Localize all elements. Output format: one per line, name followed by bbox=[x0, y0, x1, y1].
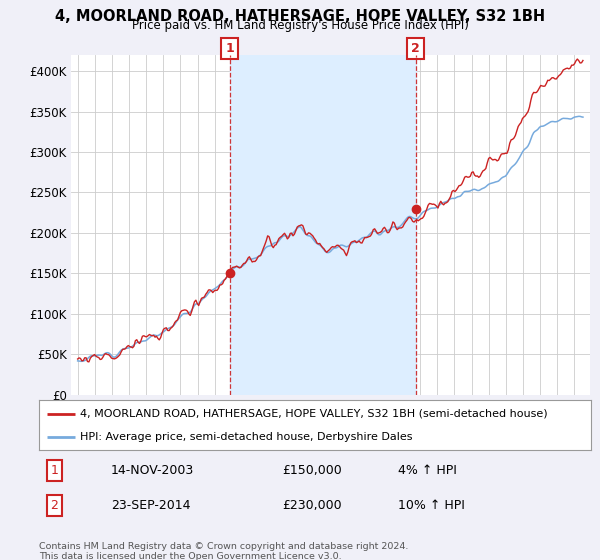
Text: Price paid vs. HM Land Registry's House Price Index (HPI): Price paid vs. HM Land Registry's House … bbox=[131, 19, 469, 32]
Text: 2: 2 bbox=[50, 499, 58, 512]
Text: 10% ↑ HPI: 10% ↑ HPI bbox=[398, 499, 464, 512]
Text: 14-NOV-2003: 14-NOV-2003 bbox=[111, 464, 194, 477]
Bar bbox=[230, 55, 416, 395]
Text: 4, MOORLAND ROAD, HATHERSAGE, HOPE VALLEY, S32 1BH (semi-detached house): 4, MOORLAND ROAD, HATHERSAGE, HOPE VALLE… bbox=[80, 409, 548, 419]
Text: 2: 2 bbox=[411, 42, 420, 55]
Text: £230,000: £230,000 bbox=[282, 499, 341, 512]
Text: 1: 1 bbox=[50, 464, 58, 477]
Text: Contains HM Land Registry data © Crown copyright and database right 2024.
This d: Contains HM Land Registry data © Crown c… bbox=[39, 542, 409, 560]
Text: 23-SEP-2014: 23-SEP-2014 bbox=[111, 499, 190, 512]
Text: HPI: Average price, semi-detached house, Derbyshire Dales: HPI: Average price, semi-detached house,… bbox=[80, 432, 413, 442]
Text: 4, MOORLAND ROAD, HATHERSAGE, HOPE VALLEY, S32 1BH: 4, MOORLAND ROAD, HATHERSAGE, HOPE VALLE… bbox=[55, 9, 545, 24]
Text: 4% ↑ HPI: 4% ↑ HPI bbox=[398, 464, 457, 477]
Text: £150,000: £150,000 bbox=[282, 464, 341, 477]
Text: 1: 1 bbox=[225, 42, 234, 55]
